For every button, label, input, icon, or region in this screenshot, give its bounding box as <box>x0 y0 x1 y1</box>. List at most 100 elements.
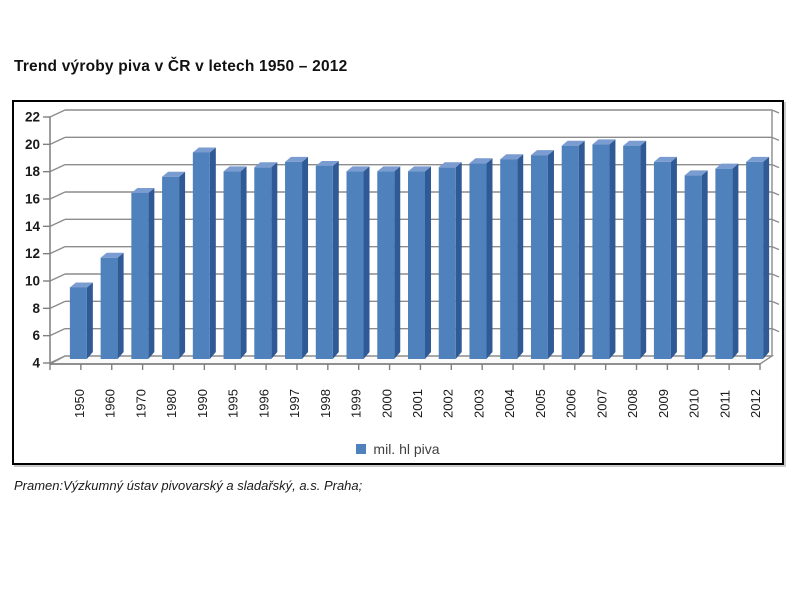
gridline-right-hook <box>771 164 780 169</box>
y-axis-label: 20 <box>25 137 40 152</box>
bar-side-2008 <box>640 140 647 359</box>
gridline-right-hook <box>771 109 780 114</box>
bar-2007 <box>592 144 610 359</box>
bar-2000 <box>377 171 395 359</box>
bar-top-2002 <box>438 162 462 168</box>
bar-top-1997 <box>285 156 309 162</box>
bar-1996 <box>254 167 272 359</box>
gridline-hook <box>49 328 66 337</box>
y-axis-label: 22 <box>25 110 40 125</box>
legend-swatch-icon <box>356 444 367 454</box>
bar-side-2009 <box>670 156 677 359</box>
bar-side-1970 <box>148 187 155 359</box>
bar-side-1999 <box>363 166 370 359</box>
bar-top-2001 <box>408 166 431 172</box>
bar-chart-canvas: 4 6 8 10 12 14 16 18 20 22 1950 1960 1970 1980 1990 199… <box>25 109 780 418</box>
bar-side-1950 <box>86 282 93 359</box>
bar-top-2000 <box>377 166 401 172</box>
bar-1960 <box>100 257 118 359</box>
bar-top-2010 <box>684 170 708 176</box>
bar-2011 <box>715 168 733 359</box>
bar-side-2003 <box>486 158 493 359</box>
gridline-right-hook <box>771 300 780 305</box>
bar-1980 <box>162 176 180 359</box>
x-axis-label: 1980 <box>164 389 179 418</box>
x-axis-label: 1970 <box>133 389 148 418</box>
bar-top-2005 <box>530 150 554 156</box>
x-axis-label: 2001 <box>410 389 425 418</box>
bar-1995 <box>223 171 241 359</box>
bar-side-2011 <box>732 163 739 359</box>
x-axis-label: 2005 <box>533 389 548 418</box>
chart-frame: 4 6 8 10 12 14 16 18 20 22 1950 1960 1970 1980 1990 199… <box>12 100 784 465</box>
bar-top-2009 <box>653 156 677 162</box>
bar-side-2001 <box>425 166 431 359</box>
bar-1999 <box>346 171 364 359</box>
bar-2004 <box>500 159 518 359</box>
bar-side-2004 <box>517 154 524 359</box>
gridline-hook <box>49 273 66 282</box>
bar-2012 <box>746 161 764 359</box>
gridline-hook <box>49 191 66 200</box>
y-axis-label: 10 <box>25 274 40 289</box>
x-axis-label: 1998 <box>318 389 333 418</box>
gridline-hook <box>49 300 66 309</box>
bar-top-2006 <box>561 140 585 146</box>
bar-side-1997 <box>302 156 309 359</box>
gridline-hook <box>49 246 66 255</box>
bar-2005 <box>530 155 548 359</box>
x-axis-label: 1960 <box>103 389 118 418</box>
y-axis-label: 14 <box>25 219 41 234</box>
x-axis-label: 2012 <box>748 389 763 418</box>
bar-top-1950 <box>69 282 93 288</box>
y-axis-label: 4 <box>32 356 40 371</box>
y-axis-label: 6 <box>32 328 40 343</box>
bar-side-1990 <box>209 147 216 359</box>
x-axis-label: 1990 <box>195 389 210 418</box>
bar-side-1996 <box>271 162 278 359</box>
bar-side-2010 <box>701 170 708 359</box>
bar-side-2012 <box>763 156 770 359</box>
x-axis-label: 2010 <box>687 389 702 418</box>
bar-side-2005 <box>547 150 554 359</box>
bar-top-1960 <box>100 252 124 258</box>
bar-top-2011 <box>715 163 739 169</box>
x-axis-label: 2000 <box>379 389 394 418</box>
bar-1998 <box>315 165 333 359</box>
bar-1997 <box>285 161 303 359</box>
x-axis-label: 1950 <box>72 389 87 418</box>
gridline-right-hook <box>771 328 780 333</box>
bar-top-2008 <box>623 140 647 146</box>
x-axis-label: 2004 <box>502 389 517 418</box>
gridline-right-hook <box>771 273 780 278</box>
gridline-right-hook <box>771 218 780 223</box>
bar-side-1998 <box>332 160 339 359</box>
bar-top-1996 <box>254 162 278 168</box>
bar-2002 <box>438 167 456 359</box>
bar-side-2006 <box>578 140 585 359</box>
bar-2008 <box>623 145 641 359</box>
x-axis-label: 1999 <box>349 389 364 418</box>
gridline-hook <box>49 109 66 118</box>
bar-1970 <box>131 192 149 359</box>
bar-2003 <box>469 163 487 359</box>
bar-top-1970 <box>131 187 155 193</box>
gridline-right-hook <box>771 191 780 196</box>
bar-2006 <box>561 145 579 359</box>
x-axis-label: 2006 <box>564 389 579 418</box>
bar-2009 <box>653 161 671 359</box>
chart-title: Trend výroby piva v ČR v letech 1950 – 2… <box>14 58 348 75</box>
y-axis-label: 16 <box>25 192 41 207</box>
gridline-hook <box>49 136 66 145</box>
x-axis-label: 1997 <box>287 389 302 418</box>
gridline-hook <box>49 218 66 227</box>
bar-top-2007 <box>592 139 616 145</box>
x-axis-label: 2002 <box>441 389 456 418</box>
y-axis-label: 12 <box>25 246 40 261</box>
bar-side-1980 <box>179 171 186 359</box>
gridline-hook <box>49 164 66 173</box>
bar-top-2003 <box>469 158 493 164</box>
bar-1990 <box>192 152 210 359</box>
bar-side-1960 <box>117 252 124 359</box>
